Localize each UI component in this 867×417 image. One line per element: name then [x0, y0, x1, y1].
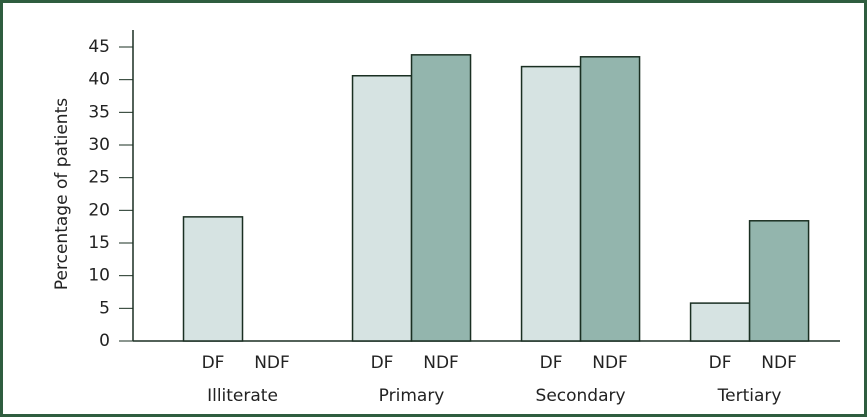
y-tick-label: 40: [88, 70, 110, 90]
series-label: NDF: [423, 353, 459, 373]
x-tick-label: Secondary: [536, 386, 626, 406]
x-tick-label: Tertiary: [717, 386, 782, 406]
x-tick-label: Illiterate: [207, 386, 278, 406]
bar: [748, 220, 810, 342]
y-tick-label: 0: [99, 331, 110, 351]
bar: [351, 74, 413, 342]
bar: [689, 302, 751, 342]
bar: [410, 54, 472, 342]
y-axis-label: Percentage of patients: [52, 98, 72, 290]
bar: [579, 56, 641, 342]
y-tick-label: 35: [88, 102, 110, 122]
y-tick-label: 20: [88, 200, 110, 220]
y-tick-label: 30: [88, 135, 110, 155]
y-tick-label: 15: [88, 233, 110, 253]
y-tick-label: 25: [88, 168, 110, 188]
series-label: NDF: [592, 353, 628, 373]
bar: [520, 65, 582, 342]
series-label: DF: [202, 353, 225, 373]
y-tick-label: 5: [99, 298, 110, 318]
y-tick-label: 10: [88, 266, 110, 286]
bar: [182, 216, 244, 342]
y-tick-label: 45: [88, 37, 110, 57]
series-label: DF: [371, 353, 394, 373]
x-tick-label: Primary: [379, 386, 445, 406]
series-label: DF: [540, 353, 563, 373]
series-label: NDF: [761, 353, 797, 373]
series-label: DF: [709, 353, 732, 373]
series-label: NDF: [254, 353, 290, 373]
